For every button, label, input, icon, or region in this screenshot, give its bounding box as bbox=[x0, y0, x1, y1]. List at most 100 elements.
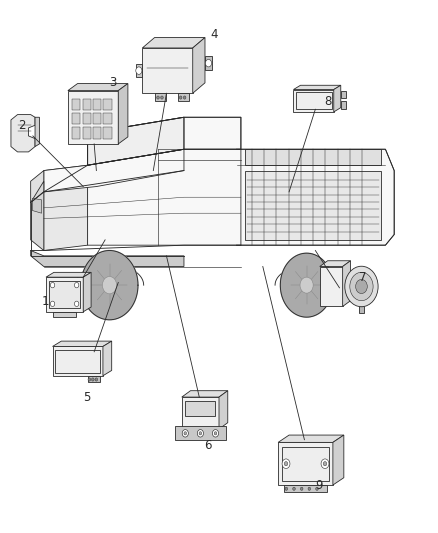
Circle shape bbox=[282, 459, 290, 469]
Bar bbox=[93, 113, 101, 124]
Polygon shape bbox=[88, 376, 100, 382]
Polygon shape bbox=[178, 93, 189, 101]
Circle shape bbox=[184, 432, 187, 435]
Bar bbox=[83, 127, 91, 139]
Circle shape bbox=[102, 277, 117, 294]
Polygon shape bbox=[296, 92, 332, 109]
Circle shape bbox=[285, 487, 288, 490]
Circle shape bbox=[214, 432, 217, 435]
Text: 4: 4 bbox=[210, 28, 218, 41]
Polygon shape bbox=[118, 84, 128, 144]
Polygon shape bbox=[341, 91, 346, 99]
Polygon shape bbox=[341, 101, 346, 109]
Polygon shape bbox=[142, 48, 193, 93]
Polygon shape bbox=[88, 149, 241, 245]
Bar bbox=[103, 127, 112, 139]
Circle shape bbox=[350, 272, 373, 301]
Circle shape bbox=[300, 277, 313, 293]
Circle shape bbox=[74, 282, 79, 288]
Polygon shape bbox=[278, 435, 344, 442]
Bar bbox=[72, 99, 81, 110]
Polygon shape bbox=[44, 149, 184, 192]
Polygon shape bbox=[136, 64, 142, 77]
Polygon shape bbox=[293, 85, 341, 90]
Polygon shape bbox=[283, 485, 328, 492]
Polygon shape bbox=[280, 253, 333, 317]
Polygon shape bbox=[293, 90, 334, 112]
Circle shape bbox=[308, 487, 311, 490]
Polygon shape bbox=[193, 37, 205, 93]
Bar bbox=[103, 99, 112, 110]
Polygon shape bbox=[186, 401, 215, 416]
Circle shape bbox=[50, 282, 55, 288]
Circle shape bbox=[321, 459, 329, 469]
Circle shape bbox=[293, 487, 295, 490]
Polygon shape bbox=[88, 117, 241, 165]
Polygon shape bbox=[68, 91, 118, 144]
Circle shape bbox=[161, 96, 163, 99]
Text: 2: 2 bbox=[18, 119, 26, 132]
Circle shape bbox=[50, 301, 55, 306]
Polygon shape bbox=[55, 350, 100, 373]
Circle shape bbox=[323, 462, 327, 466]
Polygon shape bbox=[245, 149, 381, 165]
Circle shape bbox=[182, 430, 188, 437]
Circle shape bbox=[157, 96, 159, 99]
Polygon shape bbox=[53, 341, 112, 346]
Circle shape bbox=[180, 96, 182, 99]
Polygon shape bbox=[343, 261, 350, 306]
Polygon shape bbox=[44, 165, 88, 251]
Polygon shape bbox=[46, 272, 91, 277]
Circle shape bbox=[345, 266, 378, 307]
Circle shape bbox=[92, 378, 94, 381]
Circle shape bbox=[95, 378, 98, 381]
Circle shape bbox=[74, 301, 79, 306]
Bar bbox=[83, 113, 91, 124]
Polygon shape bbox=[142, 37, 205, 48]
Polygon shape bbox=[205, 56, 212, 70]
Polygon shape bbox=[32, 198, 42, 213]
Text: 7: 7 bbox=[359, 271, 367, 284]
Polygon shape bbox=[11, 115, 35, 152]
Text: 1: 1 bbox=[42, 295, 49, 308]
Circle shape bbox=[88, 378, 91, 381]
Polygon shape bbox=[237, 149, 394, 245]
Polygon shape bbox=[334, 85, 341, 112]
Polygon shape bbox=[35, 117, 39, 147]
Circle shape bbox=[184, 96, 186, 99]
Polygon shape bbox=[68, 84, 128, 91]
Polygon shape bbox=[320, 266, 343, 306]
Bar bbox=[103, 113, 112, 124]
Circle shape bbox=[316, 487, 318, 490]
Polygon shape bbox=[31, 251, 184, 266]
Bar bbox=[72, 113, 81, 124]
Polygon shape bbox=[182, 397, 219, 429]
Polygon shape bbox=[49, 281, 80, 308]
Bar bbox=[93, 99, 101, 110]
Text: 3: 3 bbox=[110, 76, 117, 89]
Circle shape bbox=[300, 487, 303, 490]
Text: 5: 5 bbox=[83, 391, 91, 403]
Polygon shape bbox=[53, 312, 76, 317]
Polygon shape bbox=[83, 272, 91, 312]
Polygon shape bbox=[175, 426, 226, 440]
Polygon shape bbox=[31, 171, 44, 203]
Text: 8: 8 bbox=[324, 95, 332, 108]
Polygon shape bbox=[182, 391, 228, 397]
Polygon shape bbox=[359, 306, 364, 313]
Circle shape bbox=[199, 432, 201, 435]
Circle shape bbox=[212, 430, 219, 437]
Polygon shape bbox=[333, 435, 344, 485]
Polygon shape bbox=[155, 93, 166, 101]
Bar bbox=[72, 127, 81, 139]
Circle shape bbox=[356, 279, 367, 294]
Bar bbox=[93, 127, 101, 139]
Polygon shape bbox=[53, 346, 103, 376]
Bar bbox=[83, 99, 91, 110]
Polygon shape bbox=[46, 277, 83, 312]
Text: 6: 6 bbox=[204, 439, 211, 451]
Polygon shape bbox=[245, 171, 381, 240]
Circle shape bbox=[205, 60, 212, 67]
Circle shape bbox=[284, 462, 288, 466]
Text: 9: 9 bbox=[315, 479, 323, 491]
